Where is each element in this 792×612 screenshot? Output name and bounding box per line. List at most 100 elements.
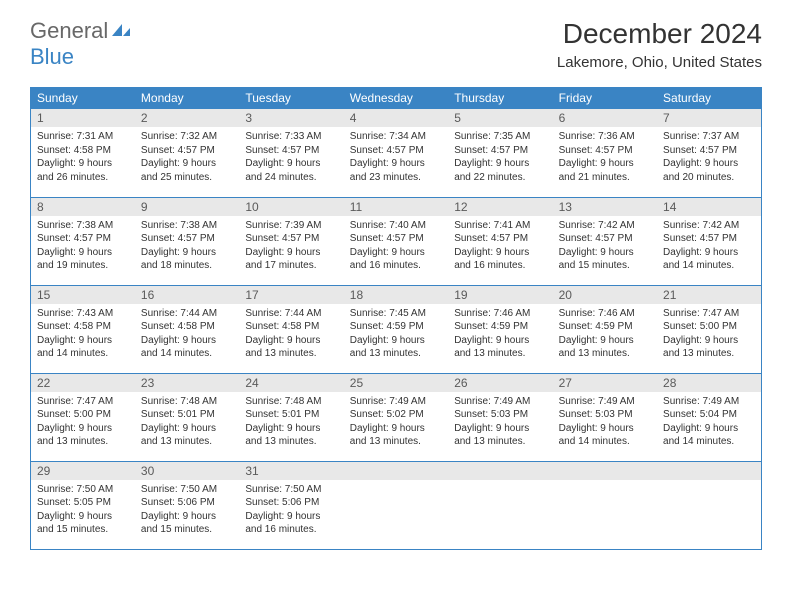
calendar-row: 1Sunrise: 7:31 AMSunset: 4:58 PMDaylight… <box>31 109 762 197</box>
day-cell: 9Sunrise: 7:38 AMSunset: 4:57 PMDaylight… <box>135 197 239 285</box>
day-number: 7 <box>657 109 761 127</box>
day-cell: 23Sunrise: 7:48 AMSunset: 5:01 PMDayligh… <box>135 373 239 461</box>
month-title: December 2024 <box>557 18 762 50</box>
day-cell: 8Sunrise: 7:38 AMSunset: 4:57 PMDaylight… <box>31 197 135 285</box>
day-info: Sunrise: 7:48 AMSunset: 5:01 PMDaylight:… <box>239 392 343 452</box>
empty-daynum <box>448 462 552 480</box>
day-number: 23 <box>135 374 239 392</box>
day-cell: 3Sunrise: 7:33 AMSunset: 4:57 PMDaylight… <box>239 109 343 197</box>
day-info: Sunrise: 7:36 AMSunset: 4:57 PMDaylight:… <box>553 127 657 187</box>
day-info: Sunrise: 7:43 AMSunset: 4:58 PMDaylight:… <box>31 304 135 364</box>
day-cell: 18Sunrise: 7:45 AMSunset: 4:59 PMDayligh… <box>344 285 448 373</box>
day-cell: 1Sunrise: 7:31 AMSunset: 4:58 PMDaylight… <box>31 109 135 197</box>
day-info: Sunrise: 7:39 AMSunset: 4:57 PMDaylight:… <box>239 216 343 276</box>
calendar-row: 8Sunrise: 7:38 AMSunset: 4:57 PMDaylight… <box>31 197 762 285</box>
day-info: Sunrise: 7:45 AMSunset: 4:59 PMDaylight:… <box>344 304 448 364</box>
weekday-wednesday: Wednesday <box>344 87 448 109</box>
day-info: Sunrise: 7:40 AMSunset: 4:57 PMDaylight:… <box>344 216 448 276</box>
day-info: Sunrise: 7:47 AMSunset: 5:00 PMDaylight:… <box>657 304 761 364</box>
day-number: 15 <box>31 286 135 304</box>
day-cell: 20Sunrise: 7:46 AMSunset: 4:59 PMDayligh… <box>553 285 657 373</box>
day-info: Sunrise: 7:50 AMSunset: 5:06 PMDaylight:… <box>239 480 343 540</box>
logo-text-general: General <box>30 18 108 43</box>
day-number: 3 <box>239 109 343 127</box>
day-number: 22 <box>31 374 135 392</box>
day-cell: 11Sunrise: 7:40 AMSunset: 4:57 PMDayligh… <box>344 197 448 285</box>
day-info: Sunrise: 7:49 AMSunset: 5:04 PMDaylight:… <box>657 392 761 452</box>
day-number: 11 <box>344 198 448 216</box>
weekday-thursday: Thursday <box>448 87 552 109</box>
empty-daynum <box>657 462 761 480</box>
day-info: Sunrise: 7:35 AMSunset: 4:57 PMDaylight:… <box>448 127 552 187</box>
weekday-tuesday: Tuesday <box>239 87 343 109</box>
day-cell: 25Sunrise: 7:49 AMSunset: 5:02 PMDayligh… <box>344 373 448 461</box>
empty-cell <box>448 461 552 549</box>
day-number: 6 <box>553 109 657 127</box>
weekday-friday: Friday <box>553 87 657 109</box>
day-number: 10 <box>239 198 343 216</box>
day-info: Sunrise: 7:33 AMSunset: 4:57 PMDaylight:… <box>239 127 343 187</box>
day-info: Sunrise: 7:38 AMSunset: 4:57 PMDaylight:… <box>135 216 239 276</box>
day-cell: 28Sunrise: 7:49 AMSunset: 5:04 PMDayligh… <box>657 373 761 461</box>
day-number: 26 <box>448 374 552 392</box>
header: General Blue December 2024 Lakemore, Ohi… <box>0 0 792 79</box>
day-number: 13 <box>553 198 657 216</box>
day-number: 17 <box>239 286 343 304</box>
day-number: 19 <box>448 286 552 304</box>
day-cell: 10Sunrise: 7:39 AMSunset: 4:57 PMDayligh… <box>239 197 343 285</box>
day-info: Sunrise: 7:44 AMSunset: 4:58 PMDaylight:… <box>135 304 239 364</box>
day-info: Sunrise: 7:41 AMSunset: 4:57 PMDaylight:… <box>448 216 552 276</box>
calendar-row: 22Sunrise: 7:47 AMSunset: 5:00 PMDayligh… <box>31 373 762 461</box>
day-info: Sunrise: 7:49 AMSunset: 5:03 PMDaylight:… <box>553 392 657 452</box>
day-number: 30 <box>135 462 239 480</box>
day-cell: 4Sunrise: 7:34 AMSunset: 4:57 PMDaylight… <box>344 109 448 197</box>
day-number: 28 <box>657 374 761 392</box>
empty-daynum <box>344 462 448 480</box>
empty-cell <box>657 461 761 549</box>
day-cell: 21Sunrise: 7:47 AMSunset: 5:00 PMDayligh… <box>657 285 761 373</box>
weekday-saturday: Saturday <box>657 87 761 109</box>
day-number: 18 <box>344 286 448 304</box>
day-cell: 29Sunrise: 7:50 AMSunset: 5:05 PMDayligh… <box>31 461 135 549</box>
day-info: Sunrise: 7:50 AMSunset: 5:05 PMDaylight:… <box>31 480 135 540</box>
day-cell: 13Sunrise: 7:42 AMSunset: 4:57 PMDayligh… <box>553 197 657 285</box>
day-info: Sunrise: 7:42 AMSunset: 4:57 PMDaylight:… <box>657 216 761 276</box>
day-number: 16 <box>135 286 239 304</box>
day-cell: 14Sunrise: 7:42 AMSunset: 4:57 PMDayligh… <box>657 197 761 285</box>
calendar-row: 29Sunrise: 7:50 AMSunset: 5:05 PMDayligh… <box>31 461 762 549</box>
day-cell: 2Sunrise: 7:32 AMSunset: 4:57 PMDaylight… <box>135 109 239 197</box>
calendar-row: 15Sunrise: 7:43 AMSunset: 4:58 PMDayligh… <box>31 285 762 373</box>
weekday-monday: Monday <box>135 87 239 109</box>
empty-daynum <box>553 462 657 480</box>
day-info: Sunrise: 7:31 AMSunset: 4:58 PMDaylight:… <box>31 127 135 187</box>
day-info: Sunrise: 7:44 AMSunset: 4:58 PMDaylight:… <box>239 304 343 364</box>
title-block: December 2024 Lakemore, Ohio, United Sta… <box>557 18 762 71</box>
day-info: Sunrise: 7:37 AMSunset: 4:57 PMDaylight:… <box>657 127 761 187</box>
day-number: 31 <box>239 462 343 480</box>
day-number: 21 <box>657 286 761 304</box>
day-info: Sunrise: 7:34 AMSunset: 4:57 PMDaylight:… <box>344 127 448 187</box>
day-number: 5 <box>448 109 552 127</box>
day-cell: 31Sunrise: 7:50 AMSunset: 5:06 PMDayligh… <box>239 461 343 549</box>
logo: General Blue <box>30 18 132 70</box>
day-info: Sunrise: 7:48 AMSunset: 5:01 PMDaylight:… <box>135 392 239 452</box>
empty-cell <box>344 461 448 549</box>
day-number: 12 <box>448 198 552 216</box>
day-info: Sunrise: 7:42 AMSunset: 4:57 PMDaylight:… <box>553 216 657 276</box>
calendar-table: Sunday Monday Tuesday Wednesday Thursday… <box>30 87 762 550</box>
day-number: 27 <box>553 374 657 392</box>
day-number: 20 <box>553 286 657 304</box>
day-number: 8 <box>31 198 135 216</box>
day-info: Sunrise: 7:38 AMSunset: 4:57 PMDaylight:… <box>31 216 135 276</box>
day-number: 24 <box>239 374 343 392</box>
day-cell: 26Sunrise: 7:49 AMSunset: 5:03 PMDayligh… <box>448 373 552 461</box>
day-info: Sunrise: 7:46 AMSunset: 4:59 PMDaylight:… <box>448 304 552 364</box>
day-info: Sunrise: 7:32 AMSunset: 4:57 PMDaylight:… <box>135 127 239 187</box>
logo-sail-icon <box>110 22 132 38</box>
location-text: Lakemore, Ohio, United States <box>557 54 762 71</box>
day-info: Sunrise: 7:50 AMSunset: 5:06 PMDaylight:… <box>135 480 239 540</box>
day-cell: 27Sunrise: 7:49 AMSunset: 5:03 PMDayligh… <box>553 373 657 461</box>
day-cell: 19Sunrise: 7:46 AMSunset: 4:59 PMDayligh… <box>448 285 552 373</box>
day-cell: 5Sunrise: 7:35 AMSunset: 4:57 PMDaylight… <box>448 109 552 197</box>
weekday-sunday: Sunday <box>31 87 135 109</box>
